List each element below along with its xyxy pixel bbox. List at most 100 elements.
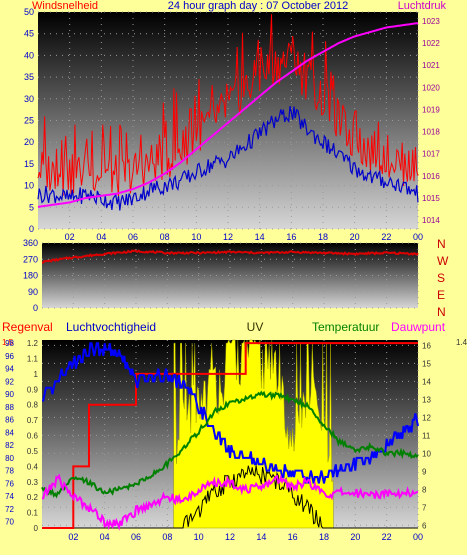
temperature-tick: 13	[422, 395, 431, 404]
time-tick: 18	[319, 532, 329, 542]
humidity-tick: 76	[5, 479, 14, 488]
humidity-tick: 80	[5, 454, 14, 463]
rain-axis: 0 0.1 0.2 0.3 0.4 0.5 0.6 0.7 0.8 0.9 1 1.1 1.2	[27, 339, 39, 533]
time-tick: 16	[288, 532, 298, 542]
time-tick: 18	[318, 232, 328, 242]
pressure-line	[37, 22, 419, 208]
rain-tick: 1.1	[27, 354, 39, 363]
wind-speed-tick: 20	[24, 137, 34, 147]
time-tick: 04	[100, 532, 110, 542]
rain-line	[42, 342, 418, 529]
dewpoint-line	[41, 473, 419, 531]
rain-tick: 0	[34, 524, 39, 533]
pressure-tick: 1014	[422, 216, 440, 225]
direction-series	[41, 249, 419, 264]
pressure-tick: 1023	[422, 17, 440, 26]
humidity-tick: 98	[5, 339, 14, 348]
rain-tick: 0.5	[27, 447, 39, 456]
pressure-tick: 1018	[422, 128, 440, 137]
humidity-tick: 78	[5, 467, 14, 476]
wind-speed-tick: 5	[29, 202, 34, 212]
time-tick: 08	[160, 232, 170, 242]
wind-speed-tick: 25	[24, 116, 34, 126]
humidity-tick: 82	[5, 441, 14, 450]
time-tick: 02	[68, 532, 78, 542]
direction-gridlines	[42, 242, 419, 309]
temperature-title: Temperatuur	[312, 320, 379, 334]
pressure-tick: 1021	[422, 61, 440, 70]
rain-title: Regenval	[2, 320, 53, 334]
direction-axis: 0 90 180 270 360	[23, 238, 38, 313]
wind-speed-tick: 0	[29, 224, 34, 234]
temperature-tick: 7	[422, 503, 427, 512]
right-max-value: 1.4	[456, 338, 467, 347]
wind-gust-line	[37, 14, 419, 197]
climate-time-axis: 02 04 06 08 10 12 14 16 18 20 22 00	[68, 532, 423, 542]
wind-speed-tick: 40	[24, 50, 34, 60]
climate-series: 1.5 1.4	[2, 338, 467, 531]
time-tick: 16	[286, 232, 296, 242]
wind-speed-title: Windsnelheid	[32, 0, 98, 12]
temperature-tick: 15	[422, 359, 431, 368]
humidity-tick: 96	[5, 352, 14, 361]
dewpoint-title: Dauwpunt	[391, 320, 446, 334]
temperature-tick: 8	[422, 485, 427, 494]
pressure-tick: 1019	[422, 105, 440, 114]
time-tick: 22	[382, 532, 392, 542]
time-tick: 06	[131, 532, 141, 542]
temperature-tick: 6	[422, 521, 427, 530]
rain-tick: 0.3	[27, 478, 39, 487]
rain-tick: 0.9	[27, 385, 39, 394]
time-tick: 00	[413, 532, 423, 542]
time-tick: 12	[225, 532, 235, 542]
direction-tick: 0	[33, 303, 38, 313]
humidity-tick: 86	[5, 416, 14, 425]
direction-tick: 270	[23, 254, 38, 264]
humidity-tick: 72	[5, 505, 14, 514]
rain-tick: 0.2	[27, 493, 39, 502]
humidity-tick: 92	[5, 377, 14, 386]
compass-label: E	[437, 288, 445, 302]
humidity-line	[42, 342, 419, 484]
direction-tick: 90	[28, 287, 38, 297]
time-tick: 10	[191, 232, 201, 242]
rain-tick: 0.1	[27, 509, 39, 518]
temperature-tick: 16	[422, 341, 431, 350]
temperature-tick: 10	[422, 449, 431, 458]
time-tick: 14	[255, 232, 265, 242]
rain-tick: 1	[34, 370, 39, 379]
pressure-title: Luchtdruk	[398, 0, 447, 12]
wind-average-line	[37, 105, 419, 211]
compass-label: S	[437, 271, 445, 285]
compass-label: N	[437, 237, 446, 251]
wind-speed-axis: 0 5 10 15 20 25 30 35 40 45 50	[24, 7, 34, 234]
humidity-axis: 70 72 74 76 78 80 82 84 86 88 90 92 94 96 98	[5, 339, 14, 526]
temperature-tick: 9	[422, 467, 427, 476]
time-tick: 20	[350, 232, 360, 242]
time-tick: 10	[194, 532, 204, 542]
direction-tick: 180	[23, 271, 38, 281]
time-tick: 14	[256, 532, 266, 542]
direction-tick: 360	[23, 238, 38, 248]
humidity-tick: 70	[5, 518, 14, 527]
time-tick: 02	[65, 232, 75, 242]
humidity-tick: 74	[5, 492, 14, 501]
time-tick: 12	[223, 232, 233, 242]
rain-max-value: 1.5	[2, 338, 14, 347]
wind-speed-tick: 30	[24, 94, 34, 104]
compass-label: W	[437, 254, 449, 268]
temperature-tick: 12	[422, 413, 431, 422]
pressure-tick: 1015	[422, 194, 440, 203]
compass-label: N	[437, 305, 446, 319]
rain-tick: 0.6	[27, 432, 39, 441]
pressure-tick: 1017	[422, 150, 440, 159]
humidity-tick: 90	[5, 390, 14, 399]
pressure-tick: 1020	[422, 83, 440, 92]
wind-speed-tick: 50	[24, 7, 34, 17]
chart-title: 24 hour graph day : 07 October 2012	[168, 0, 348, 12]
humidity-tick: 94	[5, 365, 14, 374]
